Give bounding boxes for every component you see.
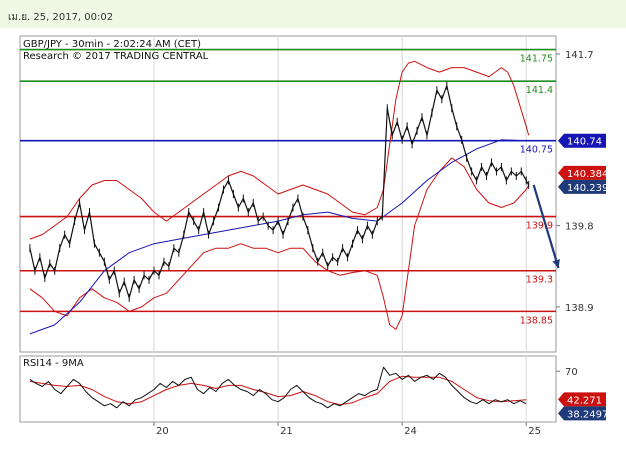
price-badge bbox=[558, 179, 606, 194]
y-tick-label: 141.7 bbox=[565, 50, 594, 61]
price-badge bbox=[558, 133, 606, 148]
chart-title: GBP/JPY - 30min - 2:02:24 AM (CET) bbox=[23, 39, 201, 50]
forecast-arrow bbox=[532, 184, 560, 269]
rsi-badge-label: 38.2497 bbox=[567, 409, 608, 420]
level-label: 140.75 bbox=[520, 145, 553, 156]
y-tick-label: 139.8 bbox=[565, 222, 594, 233]
level-label: 139.3 bbox=[526, 275, 553, 286]
price-badge-label: 140.74 bbox=[567, 137, 602, 148]
x-tick-label: 20 bbox=[156, 426, 169, 437]
level-label: 138.85 bbox=[520, 315, 553, 326]
rsi-badge bbox=[558, 406, 606, 421]
forecast-arrow-head bbox=[552, 259, 560, 269]
date-header-bar: เม.ย. 25, 2017, 00:02 bbox=[0, 0, 626, 28]
y-tick-label: 138.9 bbox=[565, 303, 594, 314]
main-plot-frame bbox=[19, 35, 557, 353]
x-tick-label: 24 bbox=[404, 426, 417, 437]
price-line bbox=[29, 85, 530, 299]
rsi-badge bbox=[558, 392, 606, 407]
x-tick-label: 25 bbox=[528, 426, 541, 437]
lower-bollinger-band bbox=[29, 157, 530, 330]
level-label: 141.4 bbox=[526, 85, 553, 96]
rsi-chart: 70 RSI14 - 9MA 42.271 38.2497 bbox=[19, 355, 608, 423]
rsi-y-tick-label: 70 bbox=[565, 367, 578, 378]
rsi-badge-label: 42.271 bbox=[567, 395, 602, 406]
price-badge-label: 140.239 bbox=[567, 183, 608, 194]
level-label: 141.75 bbox=[520, 54, 553, 65]
rsi-ma-line bbox=[29, 375, 527, 406]
main-price-chart: 141.7 139.8 138.9 141.75 141.4 140.75 139.9 139… bbox=[19, 35, 608, 353]
rsi-line bbox=[29, 366, 527, 409]
date-text: เม.ย. 25, 2017, 00:02 bbox=[8, 12, 114, 23]
price-badge-label: 140.384 bbox=[567, 169, 608, 180]
x-tick-label: 21 bbox=[280, 426, 293, 437]
chart-subtitle: Research © 2017 TRADING CENTRAL bbox=[23, 51, 209, 62]
rsi-plot-frame bbox=[19, 355, 557, 423]
level-label: 139.9 bbox=[526, 221, 553, 232]
price-badge bbox=[558, 165, 606, 180]
upper-bollinger-band bbox=[29, 60, 530, 240]
rsi-title: RSI14 - 9MA bbox=[23, 358, 84, 369]
